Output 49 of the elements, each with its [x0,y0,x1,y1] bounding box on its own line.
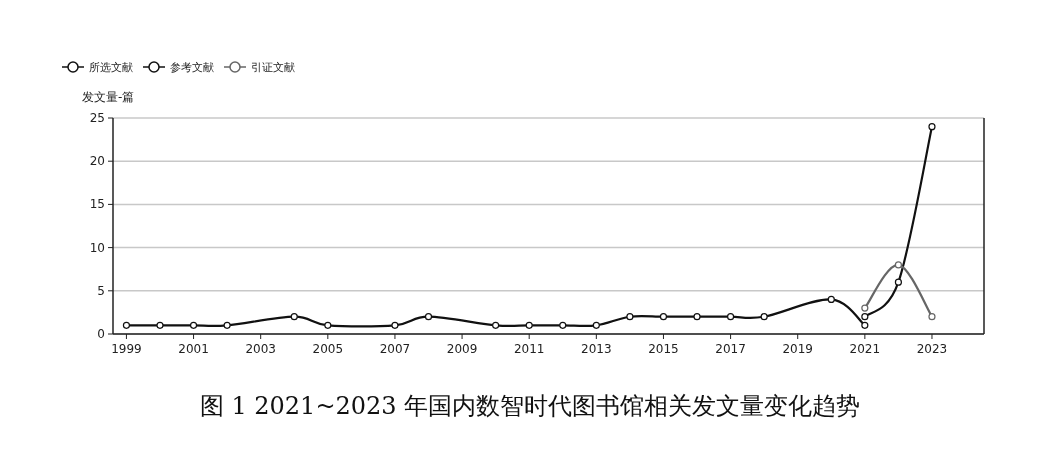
point [861,304,869,312]
y-tick-label: 5 [97,283,105,298]
y-tick-label: 15 [89,197,105,212]
x-tick-label: 2013 [581,342,612,356]
text: 图 1 2021~2023 年国内数智时代图书馆相关发文量变化趋势 [199,392,861,420]
y-tick-label: 25 [89,111,105,125]
point [525,321,533,329]
point [894,278,903,286]
x-tick-label: 2019 [782,342,813,356]
point [659,313,668,321]
point [492,321,500,329]
point [693,313,701,321]
x-tick-label: 2011 [513,342,545,356]
point [626,313,634,321]
point [424,313,433,321]
y-tick-label: 0 [97,327,105,341]
x-tick-label: 2015 [648,342,679,356]
point [189,321,198,329]
x-tick-label: 2009 [446,342,478,356]
legend-label: 所选文献 [89,61,133,74]
point [861,321,869,329]
point [290,313,298,321]
x-tick-label: 2005 [312,342,344,356]
y-tick-label: 20 [89,154,105,169]
y-tick-label: 10 [89,240,105,255]
y-axis-title: 发文量-篇 [82,90,135,104]
point [391,321,399,329]
x-tick-label: 2003 [245,342,276,356]
x-tick-label: 1999 [111,342,142,356]
point [760,313,768,321]
point [894,261,903,269]
point [324,321,332,329]
point [928,123,936,131]
point [827,295,835,304]
legend-label: 参考文献 [170,61,214,74]
point [122,321,131,329]
point [726,313,735,321]
point [223,321,231,329]
x-tick-label: 2007 [379,342,411,356]
x-tick-label: 2021 [849,342,881,356]
point [156,321,164,329]
point [861,313,869,321]
x-tick-label: 2017 [715,342,746,356]
x-tick-label: 2023 [916,342,948,356]
x-tick-label: 2001 [178,342,209,356]
legend-label: 引证文献 [251,61,295,74]
point [928,313,936,321]
point [592,321,600,329]
point [559,321,567,329]
